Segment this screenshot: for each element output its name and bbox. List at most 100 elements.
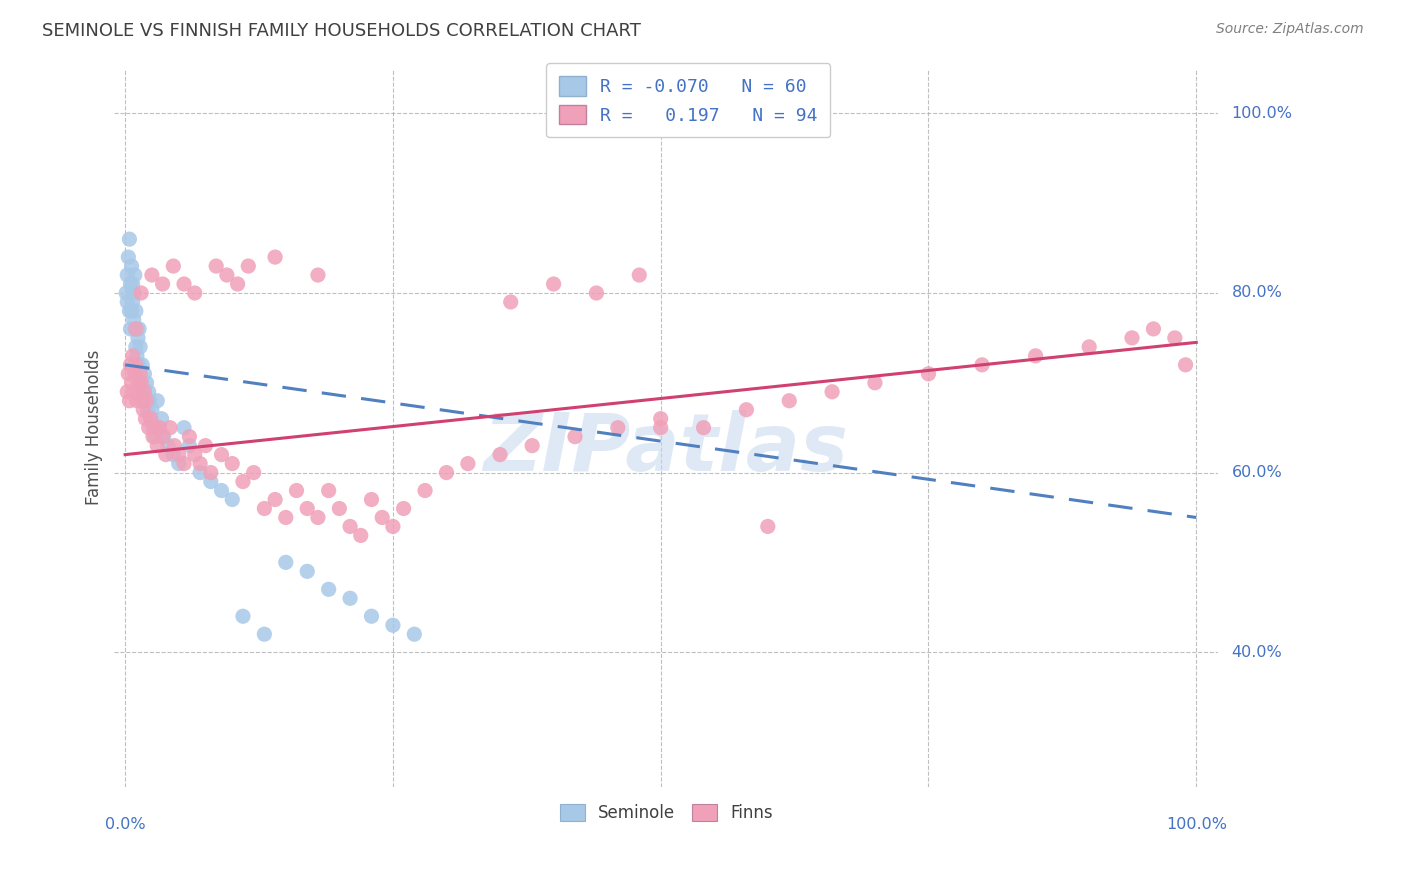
Point bbox=[360, 492, 382, 507]
Point bbox=[274, 510, 297, 524]
Text: SEMINOLE VS FINNISH FAMILY HOUSEHOLDS CORRELATION CHART: SEMINOLE VS FINNISH FAMILY HOUSEHOLDS CO… bbox=[42, 22, 641, 40]
Point bbox=[211, 448, 233, 462]
Point bbox=[122, 384, 145, 399]
Point bbox=[1142, 322, 1164, 336]
Point bbox=[499, 295, 522, 310]
Point bbox=[148, 420, 170, 434]
Point bbox=[122, 285, 145, 300]
Point bbox=[148, 420, 170, 434]
Point bbox=[118, 304, 141, 318]
Point bbox=[125, 349, 148, 363]
Point bbox=[211, 483, 233, 498]
Point bbox=[129, 340, 152, 354]
Point bbox=[128, 384, 150, 399]
Point bbox=[124, 268, 146, 282]
Point bbox=[155, 448, 177, 462]
Point bbox=[121, 304, 143, 318]
Point bbox=[139, 411, 162, 425]
Point bbox=[1121, 331, 1143, 345]
Point bbox=[307, 268, 329, 282]
Point bbox=[125, 322, 148, 336]
Point bbox=[585, 285, 607, 300]
Point bbox=[125, 322, 148, 336]
Point bbox=[307, 510, 329, 524]
Point bbox=[285, 483, 308, 498]
Point bbox=[917, 367, 939, 381]
Point bbox=[1078, 340, 1101, 354]
Point bbox=[297, 501, 319, 516]
Point bbox=[381, 519, 404, 533]
Y-axis label: Family Households: Family Households bbox=[86, 350, 103, 506]
Point bbox=[121, 376, 143, 390]
Point bbox=[543, 277, 565, 291]
Point bbox=[404, 627, 426, 641]
Point bbox=[143, 420, 166, 434]
Point bbox=[821, 384, 844, 399]
Point bbox=[264, 492, 287, 507]
Legend: Seminole, Finns: Seminole, Finns bbox=[553, 797, 779, 829]
Point bbox=[650, 411, 672, 425]
Point bbox=[489, 448, 512, 462]
Point bbox=[128, 358, 150, 372]
Point bbox=[121, 349, 143, 363]
Point bbox=[117, 250, 139, 264]
Point bbox=[136, 402, 159, 417]
Point bbox=[159, 420, 181, 434]
Point bbox=[127, 331, 149, 345]
Point bbox=[318, 483, 340, 498]
Point bbox=[242, 466, 264, 480]
Point bbox=[200, 475, 222, 489]
Point bbox=[221, 492, 243, 507]
Point bbox=[118, 393, 141, 408]
Point bbox=[141, 402, 163, 417]
Point bbox=[162, 259, 184, 273]
Point bbox=[134, 411, 156, 425]
Point bbox=[121, 295, 143, 310]
Point bbox=[179, 430, 201, 444]
Point bbox=[778, 393, 800, 408]
Point bbox=[129, 376, 152, 390]
Text: Source: ZipAtlas.com: Source: ZipAtlas.com bbox=[1216, 22, 1364, 37]
Point bbox=[215, 268, 238, 282]
Point bbox=[138, 420, 160, 434]
Point bbox=[135, 393, 157, 408]
Point bbox=[756, 519, 779, 533]
Point bbox=[121, 277, 143, 291]
Point bbox=[121, 259, 143, 273]
Point bbox=[200, 466, 222, 480]
Point bbox=[127, 367, 149, 381]
Point bbox=[184, 285, 207, 300]
Point bbox=[205, 259, 228, 273]
Point bbox=[863, 376, 886, 390]
Point bbox=[150, 411, 173, 425]
Point bbox=[129, 285, 152, 300]
Point bbox=[124, 367, 146, 381]
Point bbox=[1025, 349, 1047, 363]
Point bbox=[274, 555, 297, 569]
Point bbox=[238, 259, 260, 273]
Point bbox=[328, 501, 350, 516]
Text: 100.0%: 100.0% bbox=[1166, 817, 1227, 832]
Point bbox=[117, 268, 139, 282]
Point bbox=[173, 457, 195, 471]
Point bbox=[131, 393, 153, 408]
Point bbox=[692, 420, 714, 434]
Point bbox=[360, 609, 382, 624]
Point bbox=[124, 322, 146, 336]
Point bbox=[152, 430, 174, 444]
Point bbox=[132, 384, 155, 399]
Point bbox=[118, 232, 141, 246]
Text: 0.0%: 0.0% bbox=[105, 817, 145, 832]
Point bbox=[152, 277, 174, 291]
Point bbox=[139, 393, 162, 408]
Point bbox=[115, 285, 138, 300]
Text: ZIPatlas: ZIPatlas bbox=[484, 410, 849, 488]
Point bbox=[232, 475, 254, 489]
Point bbox=[318, 582, 340, 597]
Point bbox=[138, 384, 160, 399]
Point bbox=[339, 591, 361, 606]
Point bbox=[253, 501, 276, 516]
Point bbox=[264, 250, 287, 264]
Point bbox=[128, 322, 150, 336]
Point bbox=[134, 393, 156, 408]
